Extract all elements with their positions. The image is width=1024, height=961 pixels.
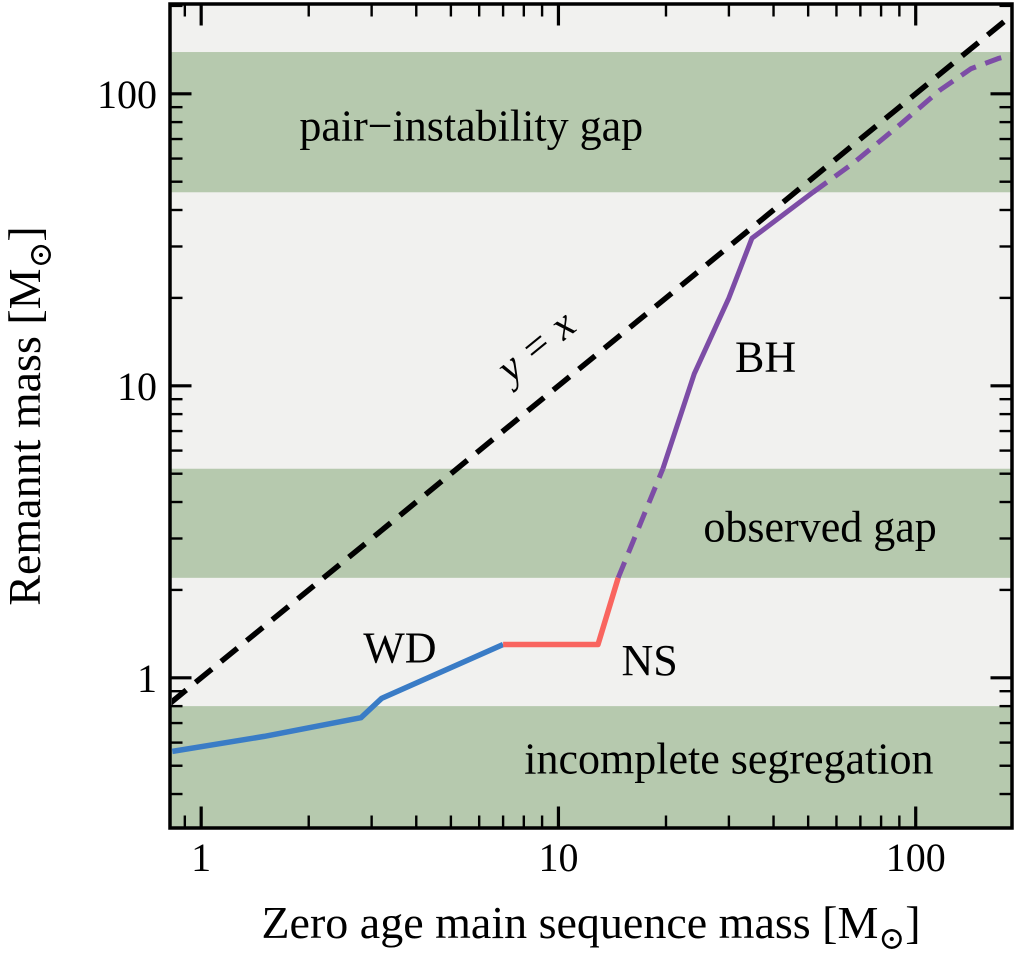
band-label-observed-gap: observed gap (703, 502, 936, 551)
curve-ns (503, 577, 621, 648)
band-pair-instability-gap (170, 52, 1012, 193)
y-tick-label-1: 1 (137, 656, 157, 701)
x-tick-label-10: 10 (538, 835, 578, 880)
curve-bh-dashed-lower (615, 467, 666, 579)
band-observed-gap (170, 468, 1012, 578)
label-wd: WD (363, 624, 436, 673)
curve-wd (172, 641, 505, 755)
band-label-incomplete-segregation: incomplete segregation (524, 734, 933, 783)
curve-bh-solid (660, 190, 815, 470)
label-ns: NS (622, 636, 678, 685)
y-tick-label-10: 10 (117, 364, 157, 409)
x-tick-label-100: 100 (886, 835, 946, 880)
axis-ticks (171, 4, 1011, 827)
curve-identity-line (172, 13, 1010, 706)
label-bh: BH (735, 332, 796, 381)
plot-spines (168, 2, 1014, 830)
y-tick-label-100: 100 (97, 72, 157, 117)
y-axis-title: Remannt mass [M⊙] (0, 226, 58, 605)
x-tick-label-1: 1 (191, 835, 211, 880)
x-axis-title: Zero age main sequence mass [M⊙] (261, 897, 920, 956)
curve-bh-dashed-upper (811, 52, 1010, 195)
band-label-pair-instability-gap: pair−instability gap (299, 101, 643, 150)
